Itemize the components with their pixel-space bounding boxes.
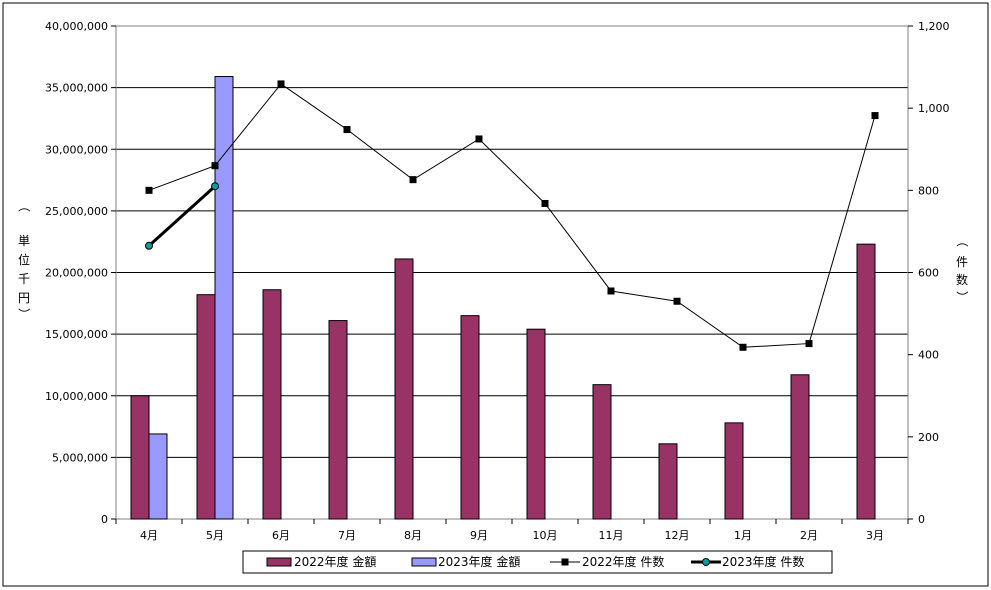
y-left-title-char: 円 [18,291,30,305]
point-2022 [409,176,417,184]
y-right-title-char: 件 [956,255,968,269]
x-tick-label: 10月 [533,529,558,542]
bar-2022 [790,374,810,520]
legend: 2022年度 金額 2023年度 金額 2022年度 件数 2023年度 件数 [242,550,833,574]
bar-2022 [724,422,744,520]
point-2022 [343,126,351,134]
point-2022 [277,80,285,88]
y-left-tick-labels: 0 5,000,000 10,000,000 15,000,000 20,000,000… [45,20,116,526]
x-tick-label: 4月 [140,529,158,542]
y-left-tick-label: 30,000,000 [45,143,108,156]
bar-2022 [262,289,282,520]
y-left-title-char: 千 [18,272,30,286]
bar-2022 [328,320,348,520]
x-tick-label: 11月 [599,529,624,542]
legend-box [242,550,833,574]
legend-marker-2022-count [561,558,569,566]
x-tick-label: 7月 [338,529,356,542]
point-2022 [145,186,153,194]
y-left-title-char: （ [17,200,31,212]
bar-2022 [592,384,612,520]
y-left-tick-label: 35,000,000 [45,82,108,95]
bar-2022 [856,243,876,520]
bar-series-group [130,76,876,520]
y-right-tick-label: 0 [918,513,925,526]
x-tick-label: 2月 [800,529,818,542]
line-series-group [145,80,879,351]
y-left-tick-label: 25,000,000 [45,205,108,218]
legend-marker-2023-count [702,558,710,566]
y-left-title-char: 位 [18,252,30,267]
bar-2023 [214,76,234,520]
line-2023 [147,185,217,247]
gridlines [116,87,908,458]
point-2022 [541,199,549,207]
y-left-tick-label: 15,000,000 [45,328,108,341]
y-right-tick-label: 800 [918,184,939,197]
y-right-tick-labels: 0 200 400 600 800 1,000 1,200 [908,20,950,526]
y-right-tick-label: 200 [918,431,939,444]
legend-label-2023-count: 2023年度 件数 [722,554,804,569]
point-2022 [673,297,681,305]
point-2022 [805,340,813,348]
x-tick-label: 12月 [665,529,690,542]
x-tick-label: 5月 [206,529,224,542]
y-right-tick-label: 600 [918,267,939,280]
point-2022 [871,112,879,120]
legend-label-2022-count: 2022年度 件数 [582,554,664,569]
line-2022 [148,83,876,348]
point-2022 [211,162,219,170]
x-tick-label: 1月 [734,529,752,542]
y-right-title-char: （ [955,235,969,247]
y-left-tick-label: 0 [101,513,108,526]
y-right-title-char: 数 [956,272,968,287]
y-left-tick-label: 10,000,000 [45,390,108,403]
x-tick-labels: 4月 5月 6月 7月 8月 9月 10月 11月 12月 1月 2月 3月 [115,519,909,542]
point-2022 [475,135,483,143]
legend-label-2023-amount: 2023年度 金額 [438,554,520,569]
y-right-tick-label: 1,200 [918,20,950,33]
legend-label-2022-amount: 2022年度 金額 [294,554,376,569]
x-tick-label: 8月 [404,529,422,542]
legend-swatch-2023-amount [411,557,437,567]
y-left-tick-label: 5,000,000 [52,451,108,464]
y-left-tick-label: 40,000,000 [45,20,108,33]
point-2023 [145,241,153,250]
point-2022 [607,287,615,295]
bar-2022 [394,258,414,520]
y-right-axis-title: （ 件数 ） [955,235,969,303]
bar-2022 [130,395,150,520]
y-left-title-char: ） [17,308,31,320]
bar-2022 [658,443,678,520]
legend-swatch-2022-amount [266,557,292,567]
bar-2023 [148,433,168,520]
y-right-title-char: ） [955,291,969,303]
y-left-tick-label: 20,000,000 [45,267,108,280]
y-right-tick-label: 1,000 [918,102,950,115]
x-tick-label: 3月 [866,529,884,542]
x-tick-label: 9月 [470,529,488,542]
y-left-title-char: 単 [18,234,30,248]
bar-2022 [196,294,216,520]
bar-2022 [460,315,480,520]
x-tick-label: 6月 [272,529,290,542]
y-right-tick-label: 400 [918,349,939,362]
point-2022 [739,343,747,351]
point-2023 [211,182,219,191]
bar-2022 [526,328,546,520]
